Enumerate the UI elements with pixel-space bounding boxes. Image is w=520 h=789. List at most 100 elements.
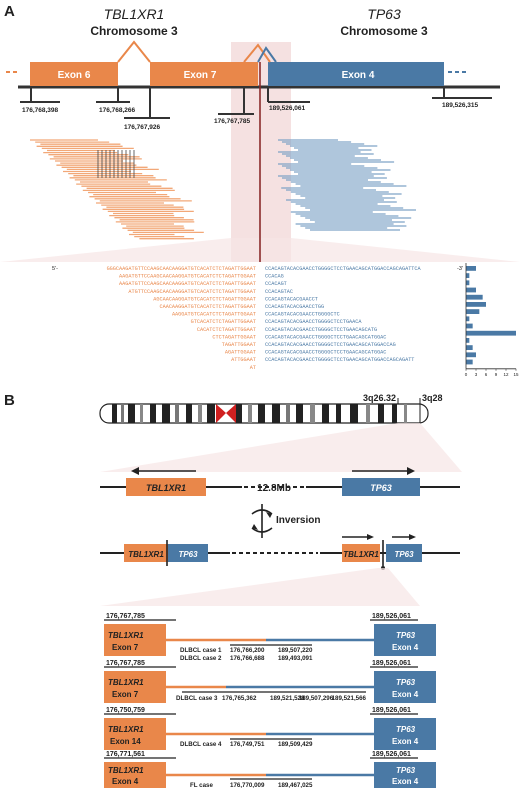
zoom-wedge-cases (100, 568, 420, 606)
inversion-icon (251, 504, 273, 538)
inversion-label: Inversion (276, 515, 320, 526)
sequence-read-tp: CCACAGTACACGAACCTGGGGCTCCTGAACAGCATGGACC… (265, 266, 422, 272)
bar-tick-label: 3 (475, 372, 478, 377)
case4-coord-b: 189,509,429 (278, 741, 313, 748)
case1-tp-coord: 189,526,061 (372, 613, 411, 620)
case-block-1 (104, 619, 436, 656)
count-bar (466, 323, 473, 329)
case3-tp-exon: Exon 4 (392, 690, 419, 699)
case1-coord-a: 176,766,200 (230, 647, 265, 654)
fl-tbl-exon: Exon 4 (112, 777, 139, 786)
fl-tp-exon: Exon 4 (392, 777, 419, 786)
fl-label: FL case (190, 782, 213, 789)
case3-coord-b: 189,521,528 (270, 695, 305, 702)
case3-coord-a: 176,765,362 (222, 695, 257, 702)
case1-tp-exon: Exon 4 (392, 643, 419, 652)
count-bar (466, 330, 516, 336)
case2-coord-a: 176,766,688 (230, 655, 265, 662)
read-pileup-tp (278, 139, 416, 231)
three-prime-label: -3' (457, 266, 463, 272)
case3-tbl-exon: Exon 7 (112, 690, 139, 699)
exon-7-box (150, 62, 258, 86)
case3-label: DLBCL case 3 (176, 695, 218, 702)
fl-coord-a: 176,770,009 (230, 782, 265, 789)
count-bar (466, 309, 480, 314)
inversion-arrowheads (252, 512, 272, 530)
sequence-read-tbl: AT (250, 365, 256, 371)
case-block-3 (104, 713, 436, 750)
tp-gene-title: TP63 (367, 6, 401, 22)
tp-gene-after-1: TP63 (178, 550, 198, 559)
bar-tick-label: 0 (465, 372, 468, 377)
tbl-gene-before: TBL1XR1 (146, 483, 186, 493)
count-bar (466, 352, 476, 358)
tbl-gene-after-1: TBL1XR1 (128, 550, 164, 559)
case3-coord-d: 189,521,566 (332, 695, 367, 702)
sequence-read-tbl: AAGATGTTCCAAGCAACAAGGATGTCACATCTCTAGATTG… (119, 281, 256, 287)
sequence-read-tp: CCACAG (265, 274, 284, 280)
chromosome-3-ideogram (99, 398, 429, 424)
case1-label-a: DLBCL case 1 (180, 647, 222, 654)
tp-gene-after-2: TP63 (394, 550, 414, 559)
read-count-bars: 0 3 6 9 12 15 (465, 263, 519, 377)
panel-b-label: B (4, 392, 15, 409)
sequence-read-tp: CCACAGT (265, 281, 287, 287)
fl-coord-b: 189,467,025 (278, 782, 313, 789)
sequence-read-tp: CCACAGTACACGAACCTGG (265, 304, 324, 310)
tp-chrom-title: Chromosome 3 (340, 24, 428, 38)
read-pileup-tbl (30, 139, 204, 240)
case4-coord-a: 176,749,751 (230, 741, 265, 748)
case4-tbl-exon: Exon 14 (110, 737, 141, 746)
tbl-gene-title: TBL1XR1 (104, 6, 165, 22)
count-bar (466, 294, 483, 300)
sequence-reads-tbl: GGGCAAGATGTTCCAAGCAACAAGGATGTCACATCTCTAG… (107, 266, 256, 371)
exon-7-label: Exon 7 (184, 70, 217, 81)
coord-tbl-3: 176,767,926 (124, 124, 161, 131)
bar-tick-label: 9 (495, 372, 498, 377)
band-label-3q26: 3q26.32 (363, 393, 396, 403)
case1-coord-b: 189,507,220 (278, 647, 313, 654)
splice-arc-7-tp (243, 43, 271, 63)
count-bar (466, 280, 470, 286)
sequence-read-tbl: AAGGATGTCACATCTCTAGATTGGAAT (172, 312, 256, 318)
case4-tbl-gene: TBL1XR1 (108, 725, 144, 734)
exon-6-label: Exon 6 (58, 70, 91, 81)
sequence-read-tp: CCACAGTACACGAACCTGGGGCTCCTGAACAGCATGGACC… (265, 357, 414, 363)
coord-tp-2: 189,526,315 (442, 102, 479, 109)
splice-arc-tp (257, 46, 277, 63)
sequence-read-tp: CCACAGTACACGAACCTGGGGCTCCTGAACAGCATG (265, 327, 377, 333)
count-bar (466, 273, 470, 278)
case4-tp-exon: Exon 4 (392, 737, 419, 746)
count-bar (466, 359, 473, 365)
bar-tick-label: 15 (513, 372, 519, 377)
tbl-chrom-title: Chromosome 3 (90, 24, 178, 38)
sequence-read-tbl: GGGCAAGATGTTCCAAGCAACAAGGATGTCACATCTCTAG… (107, 266, 256, 272)
coord-tp-1: 189,526,061 (269, 105, 306, 112)
count-bar (466, 345, 473, 350)
count-bar (466, 338, 470, 343)
coord-tbl-4: 176,767,785 (214, 118, 251, 125)
case4-tbl-coord: 176,750,759 (106, 707, 145, 714)
count-bar (466, 287, 476, 293)
case4-tp-coord: 189,526,061 (372, 707, 411, 714)
exon-4-box (268, 62, 444, 86)
sequence-read-tp: CCACAGTACACGAACCTGGGGCTC (265, 312, 340, 318)
band-label-3q28: 3q28 (422, 393, 443, 403)
case3-coord-c: 189,507,296 (299, 695, 334, 702)
case1-tbl-exon: Exon 7 (112, 643, 139, 652)
five-prime-label: 5'- (52, 266, 58, 272)
sequence-read-tbl: CTCTAGATTGGAAT (212, 334, 256, 340)
panel-a-label: A (4, 3, 15, 20)
case3-tbl-gene: TBL1XR1 (108, 678, 144, 687)
sequence-read-tbl: AGATTGGAAT (225, 350, 256, 356)
bar-tick-label: 12 (503, 372, 509, 377)
exon-4-label: Exon 4 (342, 70, 375, 81)
sequence-read-tp: CCACAGTAC (265, 289, 293, 295)
genomic-line-after (100, 534, 460, 570)
sequence-read-tbl: AAGATGTTCCAAGCAACAAGGATGTCACATCTCTAGATTG… (119, 274, 256, 280)
tp-gene-before: TP63 (370, 483, 392, 493)
case3-tp-coord: 189,526,061 (372, 660, 411, 667)
genomic-line-before (100, 467, 460, 496)
fl-tbl-gene: TBL1XR1 (108, 766, 144, 775)
